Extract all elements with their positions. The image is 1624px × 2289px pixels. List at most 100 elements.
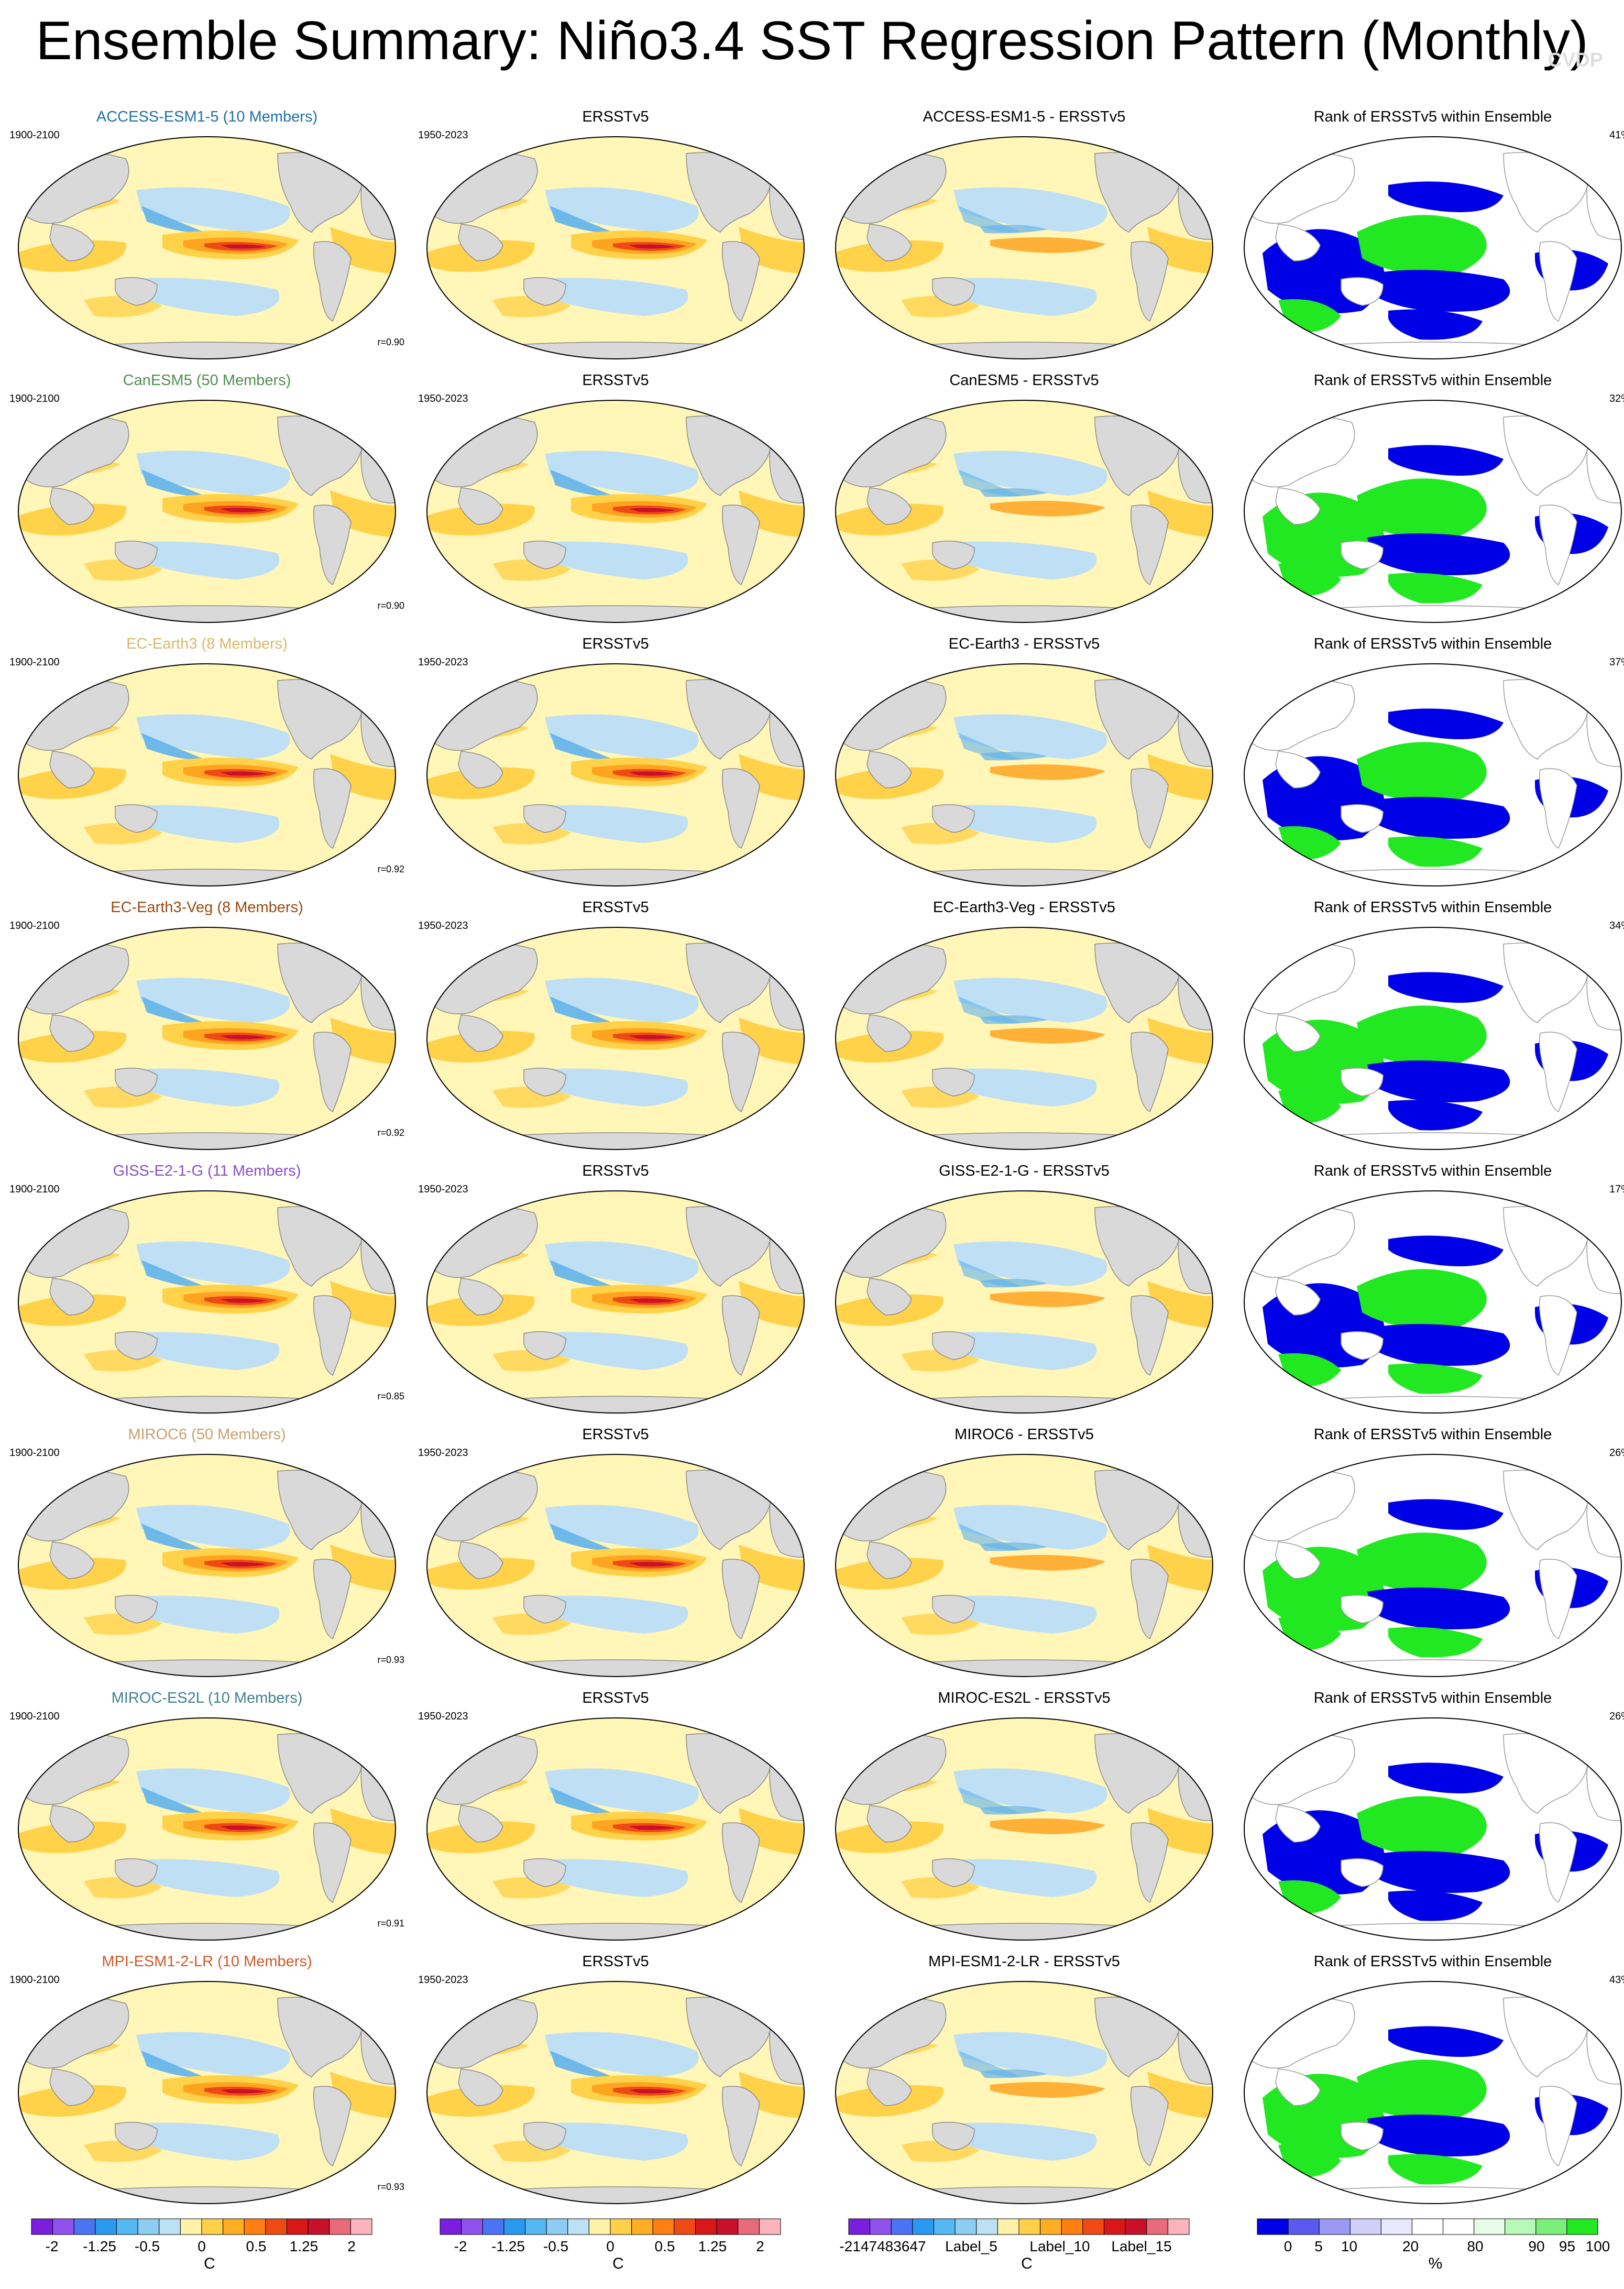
regression-map [414, 913, 817, 1159]
model-panel-title: GISS-E2-1-G (11 Members) [113, 1163, 301, 1179]
colorbar-tick-label: 0 [1283, 2238, 1292, 2254]
pattern-correlation-label: r=0.92 [377, 1127, 404, 1138]
colorbar-swatch [201, 2218, 224, 2235]
colorbar-tick-label: 0 [606, 2238, 615, 2254]
rank-percent-label: 41% [1609, 129, 1624, 141]
regression-map [5, 649, 409, 895]
regression-map [414, 649, 817, 895]
colorbar-swatch [287, 2218, 309, 2235]
colorbar-swatch [137, 2218, 160, 2235]
model-regression-panel: 1900-2100 r=0.91 MIROC-ES2L (10 Members) [5, 1689, 409, 1951]
difference-panel: MIROC6 - ERSSTv5 [822, 1425, 1226, 1687]
obs-period-label: 1950-2023 [418, 1447, 468, 1459]
colorbar-swatch [1040, 2218, 1062, 2235]
colorbar-tick-label: 20 [1402, 2238, 1419, 2254]
rank-map [1231, 913, 1624, 1159]
difference-panel: EC-Earth3-Veg - ERSSTv5 [822, 898, 1226, 1160]
pattern-correlation-label: r=0.93 [377, 2182, 404, 2192]
rank-panel-title: Rank of ERSSTv5 within Ensemble [1313, 1163, 1552, 1179]
rank-panel: 41% Rank of ERSSTv5 within Ensemble [1231, 107, 1624, 369]
colorbar-swatch [759, 2218, 781, 2235]
colorbar-tick-label: -1.25 [491, 2238, 525, 2254]
colorbar-swatch [482, 2218, 504, 2235]
obs-regression-panel: 1950-2023 ERSSTv5 [414, 1425, 817, 1687]
colorbar-swatch [912, 2218, 934, 2235]
difference-panel: ACCESS-ESM1-5 - ERSSTv5 [822, 107, 1226, 369]
obs-regression-panel: 1950-2023 ERSSTv5 [414, 1952, 817, 2214]
rank-panel: 32% Rank of ERSSTv5 within Ensemble [1231, 371, 1624, 633]
pattern-correlation-label: r=0.93 [377, 1655, 404, 1665]
obs-regression-panel: 1950-2023 ERSSTv5 [414, 371, 817, 633]
rank-percent-label: 37% [1609, 656, 1624, 668]
regression-map [5, 1967, 409, 2213]
colorbar-unit-label: C [204, 2255, 215, 2272]
pattern-correlation-label: r=0.91 [377, 1918, 404, 1929]
colorbar-swatch [1566, 2218, 1598, 2235]
rank-map [1231, 386, 1624, 632]
rank-panel: 34% Rank of ERSSTv5 within Ensemble [1231, 898, 1624, 1160]
colorbar-swatch [546, 2218, 568, 2235]
difference-panel: MIROC-ES2L - ERSSTv5 [822, 1689, 1226, 1951]
colorbar-swatch [674, 2218, 696, 2235]
regression-map [5, 1703, 409, 1950]
difference-colorbar: -2147483647 Label_5 Label_10 Label_15 C [839, 2216, 1210, 2284]
colorbar-swatch [116, 2218, 138, 2235]
difference-panel: GISS-E2-1-G - ERSSTv5 [822, 1162, 1226, 1423]
colorbar-swatch [1535, 2218, 1567, 2235]
colorbar-tick-label: 1.25 [289, 2238, 319, 2254]
difference-panel-title: ACCESS-ESM1-5 - ERSSTv5 [923, 108, 1126, 125]
colorbar-swatch [1349, 2218, 1381, 2235]
regression-map [5, 386, 409, 632]
regression-map [5, 1176, 409, 1422]
regression-map [5, 913, 409, 1159]
colorbar-tick-label: 0.5 [654, 2238, 675, 2254]
model-regression-panel: 1900-2100 r=0.90 CanESM5 (50 Members) [5, 371, 409, 633]
colorbar-swatch [503, 2218, 525, 2235]
colorbar-tick-label: 80 [1467, 2238, 1484, 2254]
colorbar-swatch [1319, 2218, 1351, 2235]
colorbar-swatch [329, 2218, 351, 2235]
colorbar-swatch [1443, 2218, 1475, 2235]
rank-percent-label: 34% [1609, 920, 1624, 932]
difference-panel-title: EC-Earth3-Veg - ERSSTv5 [932, 899, 1116, 916]
colorbar-swatch [870, 2218, 892, 2235]
model-regression-panel: 1900-2100 r=0.92 EC-Earth3-Veg (8 Members) [5, 898, 409, 1160]
obs-panel-title: ERSSTv5 [582, 372, 649, 389]
obs-regression-panel: 1950-2023 ERSSTv5 [414, 898, 817, 1160]
colorbar-tick-label: Label_15 [1111, 2238, 1172, 2254]
cvdp-watermark: CVDP [1548, 49, 1603, 71]
obs-period-label: 1950-2023 [418, 393, 468, 404]
colorbar-tick-label: -2 [45, 2238, 59, 2254]
obs-period-label: 1950-2023 [418, 1974, 468, 1986]
colorbar-swatch [159, 2218, 181, 2235]
model-period-label: 1900-2100 [9, 1184, 60, 1195]
rank-panel-title: Rank of ERSSTv5 within Ensemble [1313, 372, 1552, 389]
colorbar-swatch [180, 2218, 202, 2235]
difference-panel-title: MIROC6 - ERSSTv5 [954, 1426, 1094, 1443]
rank-panel: 26% Rank of ERSSTv5 within Ensemble [1231, 1689, 1624, 1951]
rank-percent-label: 26% [1609, 1711, 1624, 1722]
difference-map [822, 1703, 1226, 1950]
model-regression-panel: 1900-2100 r=0.93 MPI-ESM1-2-LR (10 Members… [5, 1952, 409, 2214]
model-panel-title: MIROC-ES2L (10 Members) [111, 1690, 303, 1706]
pattern-correlation-label: r=0.90 [377, 337, 404, 347]
difference-panel: EC-Earth3 - ERSSTv5 [822, 634, 1226, 896]
difference-panel: CanESM5 - ERSSTv5 [822, 371, 1226, 633]
rank-panel-title: Rank of ERSSTv5 within Ensemble [1313, 1426, 1552, 1443]
colorbar-swatch [308, 2218, 330, 2235]
model-period-label: 1900-2100 [9, 1711, 60, 1722]
colorbar-swatch [1082, 2218, 1104, 2235]
difference-map [822, 649, 1226, 895]
colorbar-swatch [1380, 2218, 1412, 2235]
difference-panel-title: CanESM5 - ERSSTv5 [949, 372, 1099, 389]
obs-period-label: 1950-2023 [418, 1711, 468, 1722]
colorbar-swatch [525, 2218, 547, 2235]
colorbar-swatch [976, 2218, 998, 2235]
rank-map [1231, 1967, 1624, 2213]
colorbar-swatch [1018, 2218, 1041, 2235]
rank-panel-title: Rank of ERSSTv5 within Ensemble [1313, 1953, 1552, 1970]
model-period-label: 1900-2100 [9, 920, 60, 932]
model-panel-title: EC-Earth3 (8 Members) [126, 636, 288, 652]
model-period-label: 1900-2100 [9, 1447, 60, 1459]
regression-map [414, 1703, 817, 1950]
